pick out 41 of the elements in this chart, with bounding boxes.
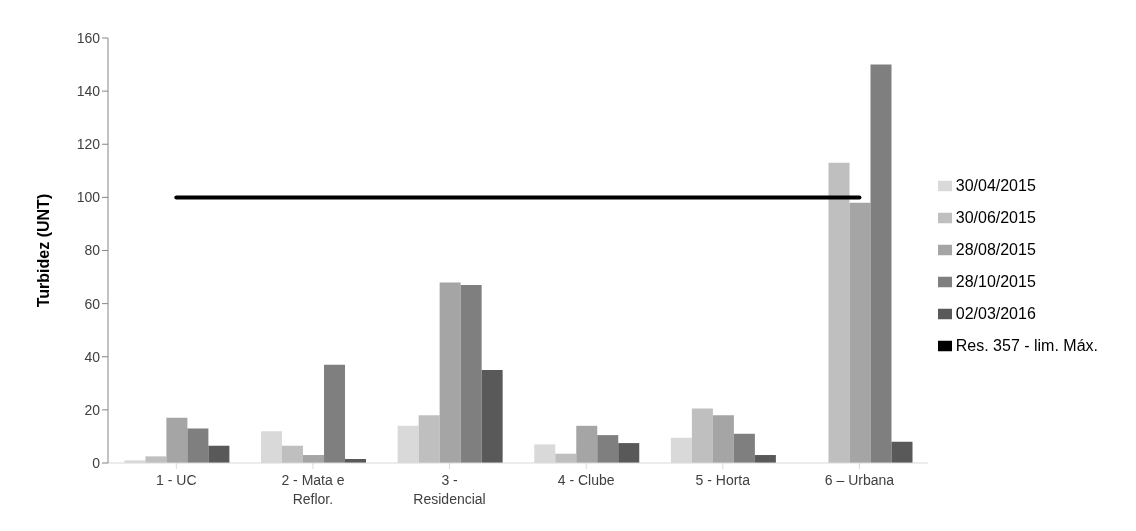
x-tick-label: 6 – Urbana (824, 472, 895, 488)
x-tick-label: 4 - Clube (557, 472, 615, 488)
bar (891, 441, 913, 463)
y-tick-label: 80 (84, 242, 101, 259)
bar (418, 415, 440, 463)
bar (849, 202, 871, 463)
legend-label: 28/10/2015 (955, 272, 1036, 290)
bar (166, 417, 188, 463)
legend-label: 30/06/2015 (955, 208, 1036, 226)
bar (282, 445, 304, 463)
legend-label: 02/03/2016 (955, 304, 1036, 322)
bar (828, 162, 850, 463)
bar (439, 282, 461, 463)
bar (870, 64, 892, 463)
y-tick-label: 160 (76, 29, 101, 46)
bar (733, 433, 755, 463)
x-tick-label: 5 - Horta (695, 472, 751, 488)
bar (187, 428, 209, 463)
bar (712, 415, 734, 463)
y-tick-label: 0 (92, 454, 101, 471)
bar (481, 370, 503, 463)
x-tick-label: 1 - UC (156, 472, 197, 488)
y-tick-label: 60 (84, 295, 101, 312)
bar (597, 435, 619, 463)
bar (691, 408, 713, 463)
x-tick-label: 3 - Residencial (413, 472, 486, 507)
bar (324, 364, 346, 463)
y-tick-label: 100 (76, 189, 101, 206)
y-axis-title: Turbidez (UNT) (34, 193, 52, 308)
bar (576, 425, 598, 463)
x-tick-label: 2 - Mata e Reflor. (281, 472, 345, 507)
y-tick-label: 140 (76, 83, 101, 100)
y-tick-label: 120 (76, 136, 101, 153)
bar (618, 443, 640, 463)
bar (460, 285, 482, 463)
legend-label: 28/08/2015 (955, 240, 1036, 258)
y-tick-label: 20 (84, 401, 101, 418)
legend-label: Res. 357 - lim. Máx. (955, 336, 1098, 354)
bar (208, 445, 230, 463)
legend-label: 30/04/2015 (955, 176, 1036, 194)
y-tick-label: 40 (84, 348, 101, 365)
